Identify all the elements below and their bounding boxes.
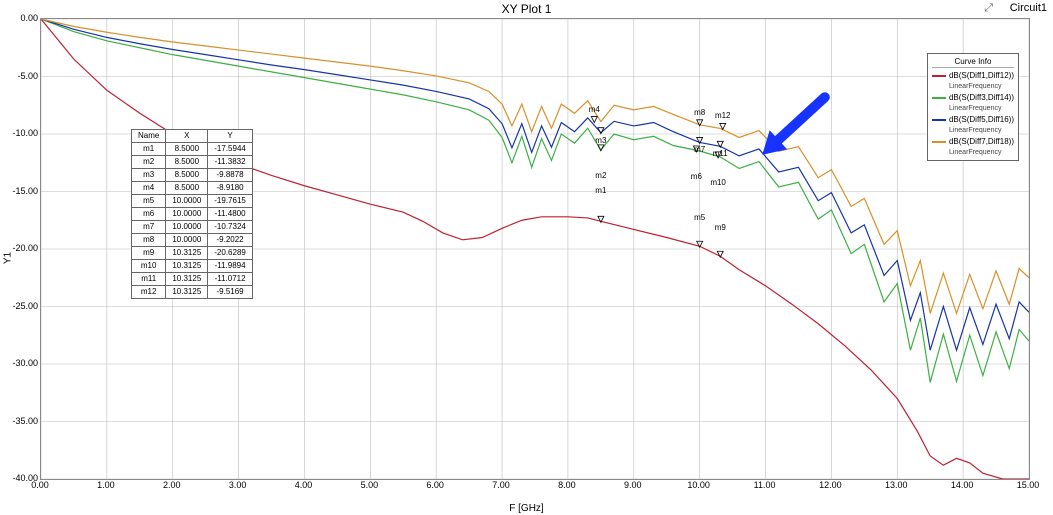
legend-items: dB(S(Diff1,Diff12))LinearFrequencydB(S(D… <box>932 70 1014 158</box>
marker-label: m6 <box>691 172 702 181</box>
xtick: 8.00 <box>558 480 576 490</box>
y-axis-label: Y1 <box>3 251 14 263</box>
marker-label: m12 <box>715 111 731 120</box>
marker-label: m10 <box>710 178 726 187</box>
plot-area[interactable]: Name X Y m18.5000-17.5944m28.5000-11.383… <box>40 18 1030 480</box>
ytick: -20.00 <box>4 243 38 253</box>
xtick: 6.00 <box>426 480 444 490</box>
legend-item: dB(S(Diff1,Diff12))LinearFrequency <box>932 70 1014 92</box>
marker-label: m4 <box>589 105 600 114</box>
table-row: m1110.3125-11.0712 <box>132 273 253 286</box>
xtick: 1.00 <box>97 480 115 490</box>
ytick: -15.00 <box>4 186 38 196</box>
ytick: -35.00 <box>4 416 38 426</box>
xtick: 10.00 <box>687 480 710 490</box>
xtick: 0.00 <box>31 480 49 490</box>
legend-item: dB(S(Diff3,Diff14))LinearFrequency <box>932 92 1014 114</box>
table-row: m28.5000-11.3832 <box>132 156 253 169</box>
marker-label: m1 <box>595 186 606 195</box>
ytick: 0.00 <box>4 13 38 23</box>
table-row: m1010.3125-11.9894 <box>132 260 253 273</box>
legend: Curve Info dB(S(Diff1,Diff12))LinearFreq… <box>927 53 1019 161</box>
plot-title: XY Plot 1 <box>0 2 1053 16</box>
marker-label: m5 <box>694 213 705 222</box>
marker-table-body: m18.5000-17.5944m28.5000-11.3832m38.5000… <box>132 143 253 299</box>
x-axis-label: F [GHz] <box>0 503 1053 514</box>
marker-label: m9 <box>715 223 726 232</box>
xtick: 9.00 <box>624 480 642 490</box>
legend-title: Curve Info <box>932 56 1014 68</box>
table-row: m910.3125-20.6289 <box>132 247 253 260</box>
xtick: 13.00 <box>885 480 908 490</box>
xtick: 12.00 <box>819 480 842 490</box>
xtick: 2.00 <box>163 480 181 490</box>
marker-label: m11 <box>713 149 728 158</box>
xtick: 11.00 <box>754 480 776 490</box>
xtick: 7.00 <box>492 480 510 490</box>
marker-label: m7 <box>694 145 705 154</box>
ytick: -30.00 <box>4 358 38 368</box>
table-row: m810.0000-9.2022 <box>132 234 253 247</box>
annotation-arrow <box>773 97 825 145</box>
table-row: m1210.3125-9.5169 <box>132 286 253 299</box>
table-row: m48.5000-8.9180 <box>132 182 253 195</box>
ytick: -5.00 <box>4 71 38 81</box>
ytick: -25.00 <box>4 301 38 311</box>
table-row: m510.0000-19.7615 <box>132 195 253 208</box>
ytick: -10.00 <box>4 128 38 138</box>
table-row: m38.5000-9.8878 <box>132 169 253 182</box>
xtick: 15.00 <box>1017 480 1040 490</box>
xtick: 5.00 <box>361 480 379 490</box>
marker-label: m3 <box>595 136 606 145</box>
zoom-icon[interactable]: ⤢ <box>984 2 993 15</box>
xtick: 4.00 <box>295 480 313 490</box>
table-row: m18.5000-17.5944 <box>132 143 253 156</box>
xtick: 3.00 <box>229 480 247 490</box>
marker-label: m8 <box>694 108 705 117</box>
marker-table: Name X Y m18.5000-17.5944m28.5000-11.383… <box>131 129 253 299</box>
legend-item: dB(S(Diff5,Diff16))LinearFrequency <box>932 114 1014 136</box>
xtick: 14.00 <box>951 480 974 490</box>
table-row: m610.0000-11.4800 <box>132 208 253 221</box>
legend-item: dB(S(Diff7,Diff18))LinearFrequency <box>932 136 1014 158</box>
table-row: m710.0000-10.7324 <box>132 221 253 234</box>
marker-label: m2 <box>595 171 606 180</box>
circuit-label: Circuit1 <box>1010 2 1047 14</box>
marker-table-header: Name X Y <box>132 130 253 143</box>
